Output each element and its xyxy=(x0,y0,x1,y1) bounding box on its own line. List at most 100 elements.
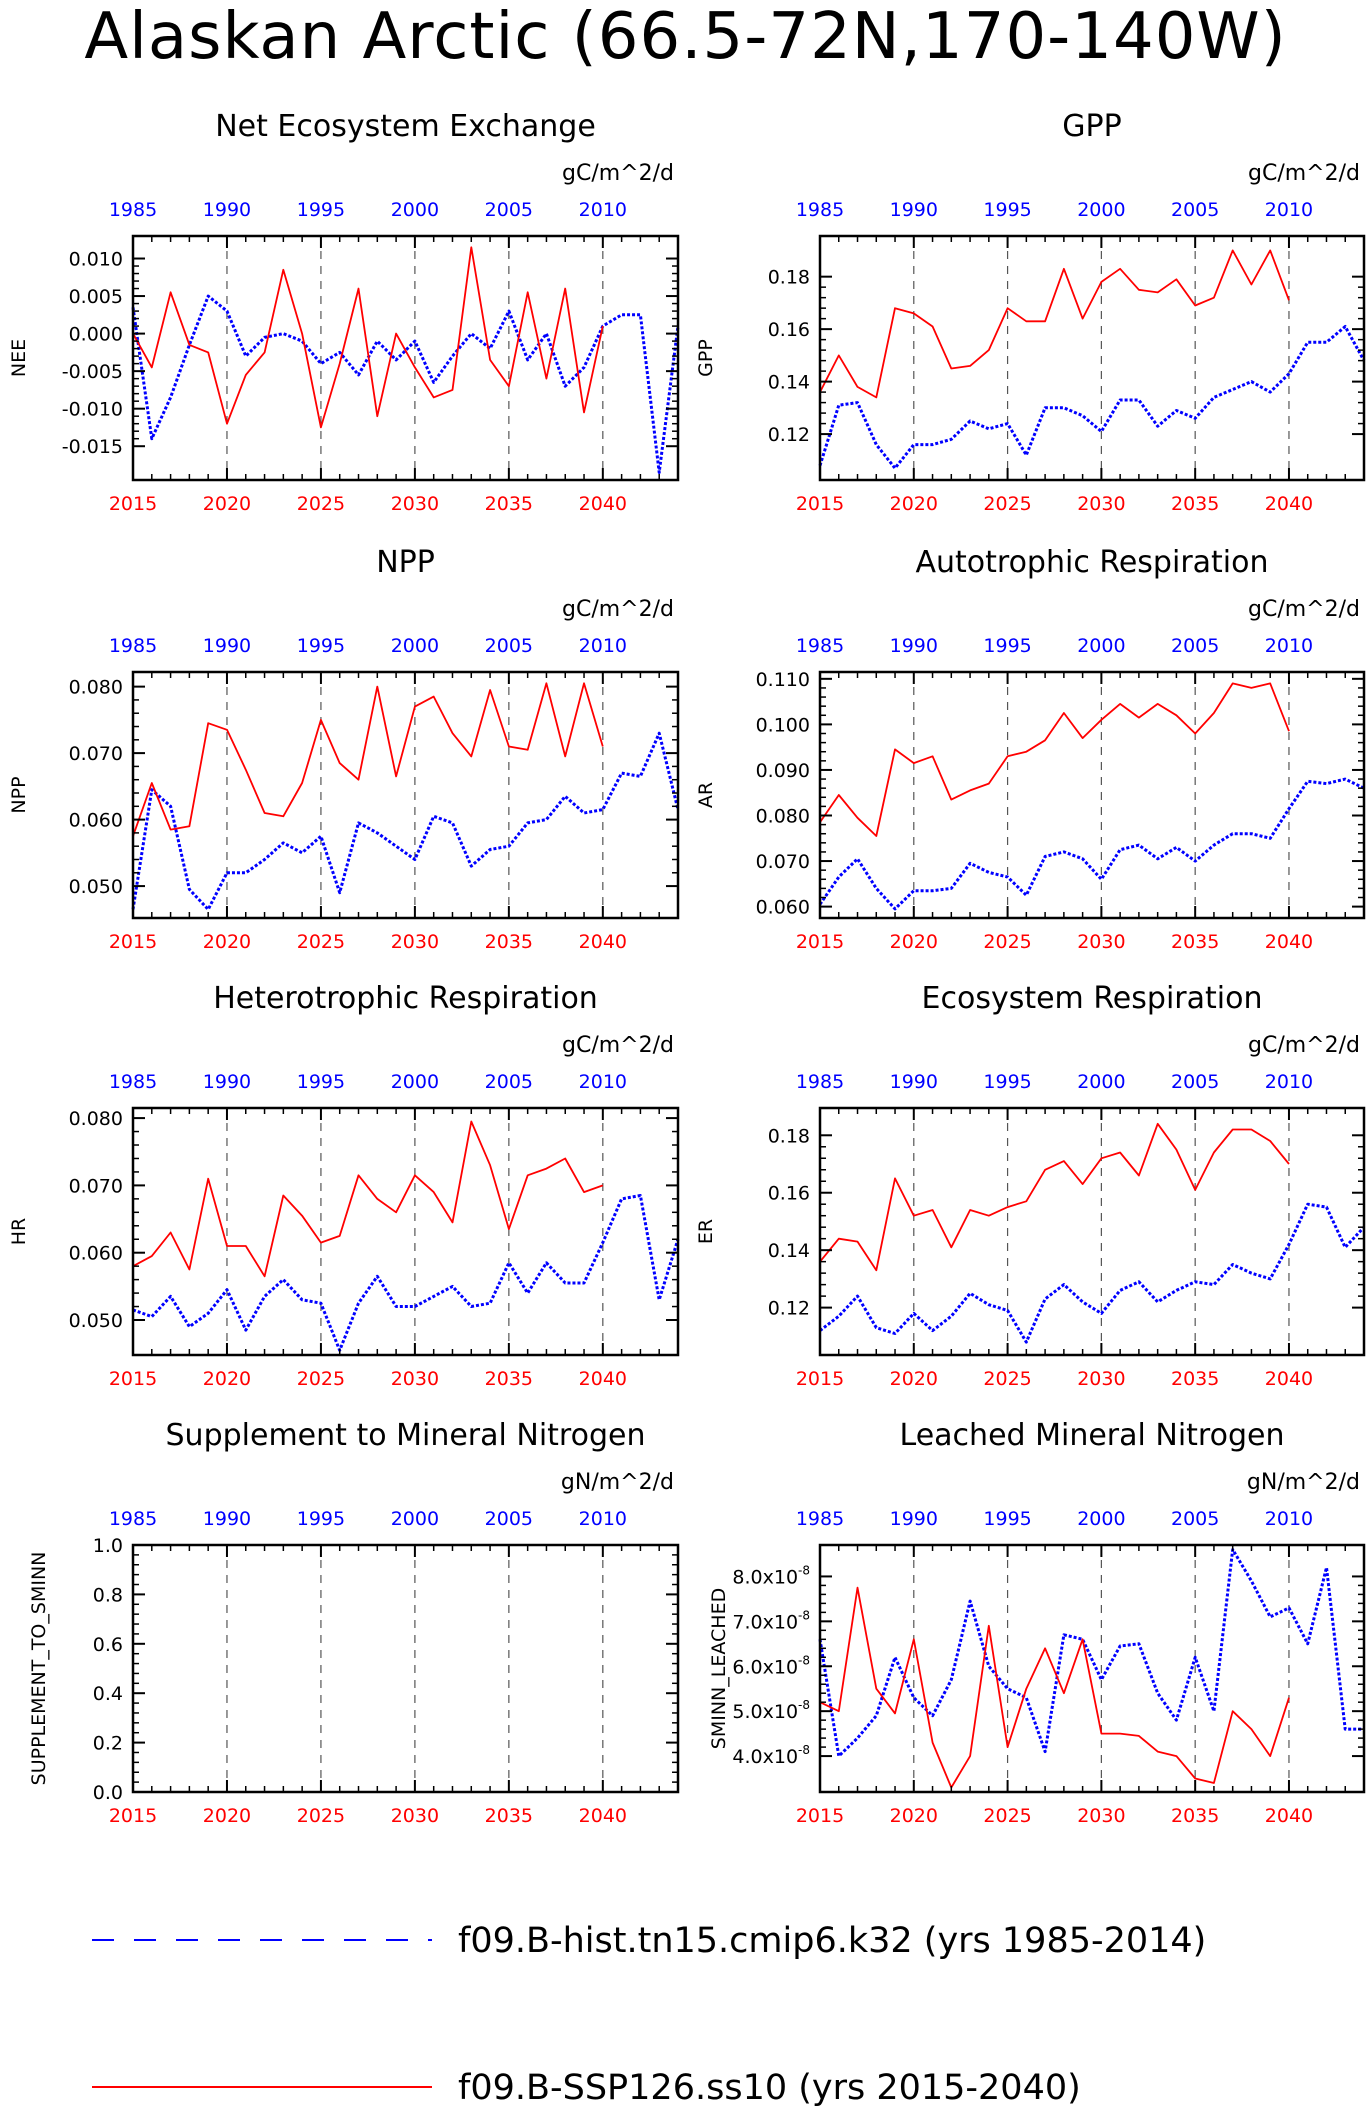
chart-panel-nee: Net Ecosystem Exchange gC/m^2/d -0.015 -0.0… xyxy=(8,109,680,515)
x-tick-label-bottom: 2015 xyxy=(109,1368,157,1390)
plot-frame xyxy=(818,1543,1366,1794)
x-tick-label-bottom: 2020 xyxy=(890,931,938,953)
x-tick-label-bottom: 2020 xyxy=(890,493,938,515)
chart-title: Supplement to Mineral Nitrogen xyxy=(166,1418,646,1453)
x-tick-label-top: 2000 xyxy=(391,1071,439,1093)
y-tick-label: 1.0 xyxy=(93,1535,123,1557)
y-tick-label: 7.0x10-8 xyxy=(732,1608,810,1633)
x-tick-label-bottom: 2040 xyxy=(1265,1805,1313,1827)
chart-panel-npp: NPP gC/m^2/d 0.050 0.060 0.070 0.080 2015 2020 2… xyxy=(8,545,680,953)
x-tick-label-top: 1985 xyxy=(109,1508,157,1530)
y-tick-exponent: -8 xyxy=(798,1698,810,1712)
x-tick-label-top: 1985 xyxy=(109,1071,157,1093)
y-tick-label: 0.0 xyxy=(93,1782,123,1804)
y-tick-label: 0.050 xyxy=(69,1310,123,1332)
chart-title: Net Ecosystem Exchange xyxy=(215,109,596,144)
x-tick-label-bottom: 2030 xyxy=(1077,931,1125,953)
units-label: gN/m^2/d xyxy=(1247,1470,1360,1495)
x-tick-label-top: 1995 xyxy=(983,635,1031,657)
x-tick-label-bottom: 2030 xyxy=(391,1368,439,1390)
y-tick-exponent: -8 xyxy=(798,1608,810,1622)
x-tick-label-bottom: 2025 xyxy=(983,1368,1031,1390)
x-tick-label-top: 1995 xyxy=(297,1508,345,1530)
plot-frame xyxy=(131,670,680,920)
y-tick-label: 0.070 xyxy=(69,743,123,765)
x-tick-label-top: 2010 xyxy=(1265,1508,1313,1530)
chart-panel-ar: Autotrophic Respiration gC/m^2/d 0.060 0.07… xyxy=(695,545,1366,953)
x-tick-label-top: 2005 xyxy=(485,1508,533,1530)
x-tick-label-bottom: 2015 xyxy=(796,1805,844,1827)
x-tick-label-top: 2005 xyxy=(1171,1071,1219,1093)
x-tick-label-bottom: 2035 xyxy=(1171,493,1219,515)
y-tick-label: 0.060 xyxy=(69,1243,123,1265)
x-tick-label-top: 2010 xyxy=(1265,199,1313,221)
x-tick-label-top: 1985 xyxy=(796,1071,844,1093)
y-tick-label: -0.015 xyxy=(62,436,123,458)
x-tick-label-top: 1990 xyxy=(203,1071,251,1093)
y-axis-label: GPP xyxy=(695,339,717,377)
x-tick-label-top: 2010 xyxy=(579,1508,627,1530)
x-tick-label-top: 2005 xyxy=(485,199,533,221)
y-tick-label: -0.005 xyxy=(62,361,123,383)
y-tick-label: 0.2 xyxy=(93,1733,123,1755)
plot-frame xyxy=(131,1106,680,1357)
x-tick-label-top: 2005 xyxy=(1171,635,1219,657)
y-axis-label: ER xyxy=(695,1219,717,1244)
y-tick-label: 0.4 xyxy=(93,1683,123,1705)
series-line-hist xyxy=(818,1548,1364,1758)
y-tick-label: 0.060 xyxy=(69,810,123,832)
y-axis-label: NEE xyxy=(8,339,30,377)
x-tick-label-top: 2010 xyxy=(579,199,627,221)
y-tick-label: 0.14 xyxy=(768,1240,810,1262)
x-tick-label-bottom: 2040 xyxy=(1265,493,1313,515)
x-tick-label-top: 2000 xyxy=(1077,1071,1125,1093)
x-tick-label-top: 1985 xyxy=(109,635,157,657)
chart-title: Ecosystem Respiration xyxy=(922,981,1263,1016)
series-line-ssp xyxy=(132,1120,604,1278)
x-tick-label-bottom: 2040 xyxy=(579,493,627,515)
units-label: gN/m^2/d xyxy=(561,1470,674,1495)
series-line-ssp xyxy=(819,1586,1290,1789)
x-tick-label-bottom: 2020 xyxy=(203,493,251,515)
x-tick-label-bottom: 2025 xyxy=(297,1368,345,1390)
y-tick-label: 0.090 xyxy=(756,760,810,782)
x-tick-label-bottom: 2035 xyxy=(485,1368,533,1390)
y-tick-label: 6.0x10-8 xyxy=(732,1653,810,1678)
y-tick-label: 0.6 xyxy=(93,1634,123,1656)
y-tick-label: 0.14 xyxy=(768,372,810,394)
y-tick-label: 5.0x10-8 xyxy=(732,1698,810,1723)
units-label: gC/m^2/d xyxy=(1248,161,1360,186)
x-tick-label-bottom: 2015 xyxy=(796,1368,844,1390)
x-tick-label-bottom: 2030 xyxy=(391,931,439,953)
x-tick-label-top: 2000 xyxy=(1077,1508,1125,1530)
x-tick-label-bottom: 2040 xyxy=(1265,931,1313,953)
chart-title: Leached Mineral Nitrogen xyxy=(900,1418,1285,1453)
x-tick-label-top: 2010 xyxy=(1265,635,1313,657)
x-tick-label-bottom: 2020 xyxy=(890,1368,938,1390)
plot-frame xyxy=(818,1106,1366,1357)
series-line-hist xyxy=(131,294,680,474)
x-tick-label-bottom: 2035 xyxy=(485,931,533,953)
y-tick-label: 0.080 xyxy=(69,677,123,699)
x-tick-label-bottom: 2040 xyxy=(1265,1368,1313,1390)
y-tick-label: 0.18 xyxy=(768,267,810,289)
units-label: gC/m^2/d xyxy=(562,597,674,622)
y-axis-label: HR xyxy=(8,1218,30,1246)
plot-frame xyxy=(131,1543,680,1794)
x-tick-label-bottom: 2020 xyxy=(203,1805,251,1827)
x-tick-label-top: 1990 xyxy=(203,199,251,221)
x-tick-label-top: 2010 xyxy=(579,1071,627,1093)
legend: f09.B-hist.tn15.cmip6.k32 (yrs 1985-2014… xyxy=(92,1921,1206,2108)
x-tick-label-top: 2000 xyxy=(1077,199,1125,221)
y-axis-label: AR xyxy=(695,782,717,808)
x-tick-label-bottom: 2035 xyxy=(485,1805,533,1827)
y-tick-label: 0.16 xyxy=(768,1183,810,1205)
x-tick-label-top: 1995 xyxy=(297,199,345,221)
x-tick-label-top: 1995 xyxy=(297,1071,345,1093)
units-label: gC/m^2/d xyxy=(562,1033,674,1058)
plot-frame xyxy=(131,234,680,482)
x-tick-label-top: 2000 xyxy=(391,1508,439,1530)
x-tick-label-bottom: 2030 xyxy=(1077,1368,1125,1390)
x-tick-label-bottom: 2015 xyxy=(109,493,157,515)
plot-frame xyxy=(818,234,1366,482)
